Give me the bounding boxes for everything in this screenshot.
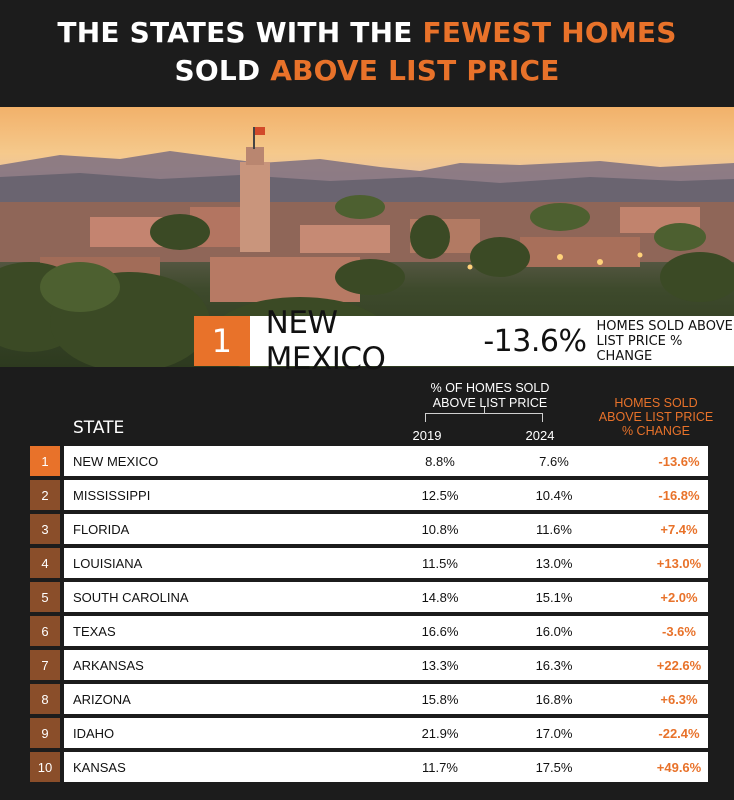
table-row: 7 ARKANSAS 13.3% 16.3% +22.6%	[30, 650, 708, 680]
rank-cell: 4	[30, 548, 60, 578]
banner-label: HOMES SOLD ABOVE LIST PRICE % CHANGE	[596, 319, 734, 364]
value-2024-cell: 16.3%	[535, 658, 573, 673]
value-2024-cell: 17.5%	[535, 760, 573, 775]
rank-cell: 9	[30, 718, 60, 748]
value-2024-cell: 16.0%	[535, 624, 573, 639]
rank-cell: 1	[30, 446, 60, 476]
table-row: 9 IDAHO 21.9% 17.0% -22.4%	[30, 718, 708, 748]
row-body: KANSAS 11.7% 17.5% +49.6%	[64, 752, 708, 782]
change-cell: +7.4%	[660, 522, 698, 537]
table-row: 10 KANSAS 11.7% 17.5% +49.6%	[30, 752, 708, 782]
header-group-line-2: ABOVE LIST PRICE	[432, 396, 548, 410]
state-cell: FLORIDA	[73, 522, 130, 537]
rank-cell: 2	[30, 480, 60, 510]
header-change-line-1: HOMES SOLD	[614, 396, 698, 410]
change-cell: +6.3%	[660, 692, 698, 707]
value-2019-cell: 15.8%	[421, 692, 459, 707]
state-cell: KANSAS	[73, 760, 126, 775]
value-2024-cell: 10.4%	[535, 488, 573, 503]
change-cell: -16.8%	[658, 488, 700, 503]
row-body: ARIZONA 15.8% 16.8% +6.3%	[64, 684, 708, 714]
state-cell: TEXAS	[73, 624, 116, 639]
value-2019-cell: 13.3%	[421, 658, 459, 673]
state-cell: SOUTH CAROLINA	[73, 590, 189, 605]
value-2019-cell: 21.9%	[421, 726, 459, 741]
change-cell: -3.6%	[662, 624, 696, 639]
row-body: LOUISIANA 11.5% 13.0% +13.0%	[64, 548, 708, 578]
value-2024-cell: 7.6%	[539, 454, 569, 469]
bell-tower	[240, 162, 270, 252]
change-cell: +49.6%	[656, 760, 702, 775]
table-row: 4 LOUISIANA 11.5% 13.0% +13.0%	[30, 548, 708, 578]
header-change: HOMES SOLD ABOVE LIST PRICE % CHANGE	[592, 396, 720, 438]
change-cell: -13.6%	[658, 454, 700, 469]
change-cell: -22.4%	[658, 726, 700, 741]
state-cell: MISSISSIPPI	[73, 488, 151, 503]
header-group-line-1: % OF HOMES SOLD	[430, 381, 550, 395]
change-cell: +13.0%	[656, 556, 702, 571]
state-cell: NEW MEXICO	[73, 454, 159, 469]
value-2019-cell: 16.6%	[421, 624, 459, 639]
value-2019-cell: 11.5%	[422, 556, 458, 571]
title-line-2-highlight: ABOVE LIST PRICE	[270, 54, 560, 87]
row-body: SOUTH CAROLINA 14.8% 15.1% +2.0%	[64, 582, 708, 612]
state-cell: LOUISIANA	[73, 556, 143, 571]
table-row: 5 SOUTH CAROLINA 14.8% 15.1% +2.0%	[30, 582, 708, 612]
title-line-1: THE STATES WITH THE FEWEST HOMES	[0, 14, 734, 52]
value-2019-cell: 8.8%	[425, 454, 455, 469]
value-2024-cell: 17.0%	[535, 726, 573, 741]
header-change-line-3: % CHANGE	[621, 424, 691, 438]
table-row: 6 TEXAS 16.6% 16.0% -3.6%	[30, 616, 708, 646]
rank-cell: 3	[30, 514, 60, 544]
rank-cell: 10	[30, 752, 60, 782]
page-title: THE STATES WITH THE FEWEST HOMES SOLD AB…	[0, 14, 734, 90]
value-2024-cell: 15.1%	[535, 590, 573, 605]
title-line-1-highlight: FEWEST HOMES	[422, 16, 677, 49]
santa-fe-photo	[0, 107, 734, 367]
value-2024-cell: 11.6%	[536, 522, 572, 537]
value-2019-cell: 14.8%	[421, 590, 459, 605]
state-cell: IDAHO	[73, 726, 115, 741]
rank-cell: 7	[30, 650, 60, 680]
value-2024-cell: 13.0%	[535, 556, 573, 571]
table-row: 1 NEW MEXICO 8.8% 7.6% -13.6%	[30, 446, 708, 476]
table-row: 3 FLORIDA 10.8% 11.6% +7.4%	[30, 514, 708, 544]
state-cell: ARKANSAS	[73, 658, 144, 673]
state-cell: ARIZONA	[73, 692, 131, 707]
row-body: ARKANSAS 13.3% 16.3% +22.6%	[64, 650, 708, 680]
header-bracket	[425, 407, 543, 422]
banner-label-line-2: LIST PRICE % CHANGE	[596, 333, 683, 364]
row-body: FLORIDA 10.8% 11.6% +7.4%	[64, 514, 708, 544]
row-body: TEXAS 16.6% 16.0% -3.6%	[64, 616, 708, 646]
value-2019-cell: 11.7%	[422, 760, 458, 775]
cityscape-illustration	[0, 127, 734, 367]
title-line-2: SOLD ABOVE LIST PRICE	[0, 52, 734, 90]
header-2019: 2019	[412, 428, 442, 443]
title-line-2-prefix: SOLD	[174, 54, 271, 87]
header-group: % OF HOMES SOLD ABOVE LIST PRICE	[410, 381, 570, 411]
value-2024-cell: 16.8%	[535, 692, 573, 707]
value-2019-cell: 12.5%	[421, 488, 459, 503]
change-cell: +22.6%	[656, 658, 702, 673]
banner-state: NEW MEXICO	[265, 305, 386, 377]
change-cell: +2.0%	[660, 590, 698, 605]
row-body: NEW MEXICO 8.8% 7.6% -13.6%	[64, 446, 708, 476]
rank-cell: 8	[30, 684, 60, 714]
value-2019-cell: 10.8%	[421, 522, 459, 537]
rank-cell: 6	[30, 616, 60, 646]
banner-rank: 1	[194, 316, 250, 366]
header-2024: 2024	[525, 428, 555, 443]
banner-label-line-1: HOMES SOLD ABOVE	[596, 318, 733, 334]
header-change-line-2: ABOVE LIST PRICE	[598, 410, 714, 424]
banner-change: -13.6%	[483, 323, 587, 359]
rank-cell: 5	[30, 582, 60, 612]
header-state: STATE	[73, 418, 125, 438]
row-body: MISSISSIPPI 12.5% 10.4% -16.8%	[64, 480, 708, 510]
top-state-banner: 1 NEW MEXICO -13.6% HOMES SOLD ABOVE LIS…	[194, 305, 734, 377]
title-line-1-prefix: THE STATES WITH THE	[57, 16, 423, 49]
row-body: IDAHO 21.9% 17.0% -22.4%	[64, 718, 708, 748]
table-row: 8 ARIZONA 15.8% 16.8% +6.3%	[30, 684, 708, 714]
data-table: 1 NEW MEXICO 8.8% 7.6% -13.6% 2 MISSISSIPPI 12.…	[30, 446, 708, 786]
table-row: 2 MISSISSIPPI 12.5% 10.4% -16.8%	[30, 480, 708, 510]
